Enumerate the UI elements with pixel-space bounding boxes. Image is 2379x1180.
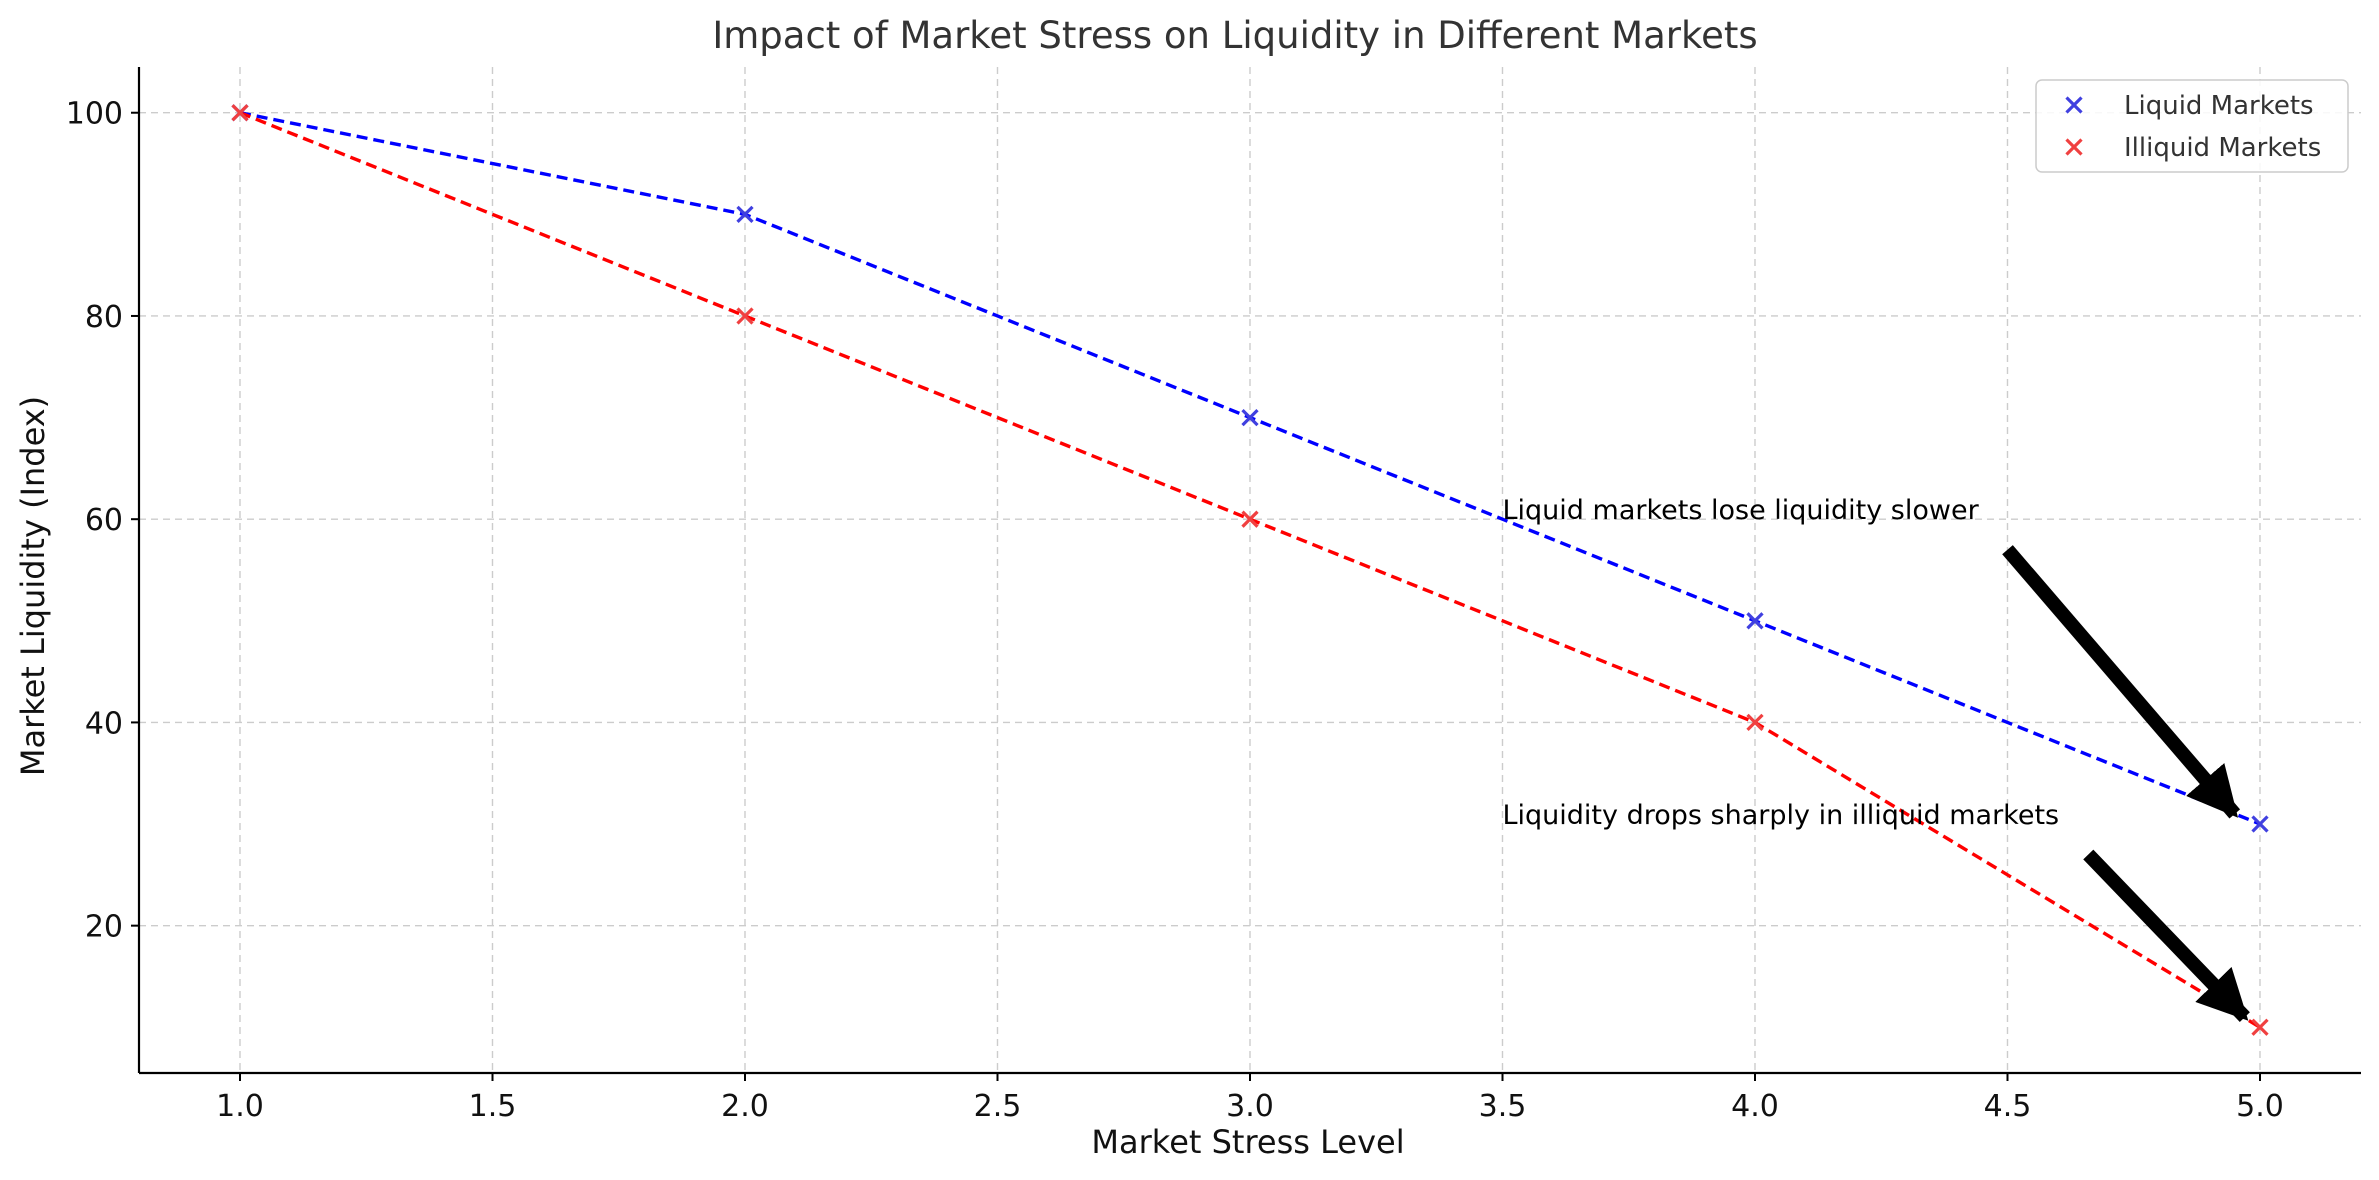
series-1-point-0: [231, 104, 249, 122]
y-tick-label-3: 80: [85, 300, 123, 335]
series-0-point-4: [2251, 815, 2269, 833]
x-tick-label-3: 2.5: [974, 1089, 1022, 1124]
x-tick-label-4: 3.0: [1226, 1089, 1274, 1124]
series-1-point-4: [2251, 1018, 2269, 1036]
x-axis-ticks: 1.0 1.5 2.0 2.5 3.0 3.5 4.0 4.5 5.0: [216, 1073, 2284, 1124]
y-axis-ticks: 20 40 60 80 100: [66, 97, 139, 945]
annotation-text-0: Liquid markets lose liquidity slower: [1503, 495, 1980, 526]
series-layer: [231, 104, 2269, 1036]
series-1-point-2: [1241, 510, 1259, 528]
annotation-text-1: Liquidity drops sharply in illiquid mark…: [1503, 800, 2060, 831]
series-1-point-3: [1746, 713, 1764, 732]
legend-label-1: Illiquid Markets: [2124, 133, 2321, 163]
legend-box: [2035, 79, 2349, 173]
legend-marker-0: [2065, 96, 2083, 114]
x-tick-label-6: 4.0: [1731, 1089, 1779, 1124]
y-tick-label-1: 40: [85, 706, 123, 741]
annotations: Liquid markets lose liquidity slower Liqu…: [1503, 495, 2250, 1022]
annotation-arrow-1: [2083, 849, 2250, 1022]
x-tick-label-5: 3.5: [1479, 1089, 1527, 1124]
x-tick-label-0: 1.0: [216, 1089, 264, 1124]
series-0-point-1: [736, 205, 754, 223]
legend-marker-1: [2065, 138, 2083, 156]
y-tick-label-0: 20: [85, 910, 123, 945]
x-tick-label-1: 1.5: [469, 1089, 517, 1124]
x-axis-label: Market Stress Level: [1091, 1123, 1404, 1161]
x-tick-label-7: 4.5: [1984, 1089, 2032, 1124]
y-tick-label-4: 100: [66, 97, 123, 132]
series-0-point-3: [1746, 612, 1764, 630]
legend-label-0: Liquid Markets: [2124, 91, 2314, 121]
annotation-arrow-0: [2002, 545, 2241, 819]
y-axis-label: Market Liquidity (Index): [14, 396, 52, 776]
series-1-point-1: [736, 307, 754, 325]
chart-title: Impact of Market Stress on Liquidity in …: [712, 14, 1757, 57]
y-tick-label-2: 60: [85, 503, 123, 538]
legend: Liquid Markets Illiquid Markets: [2035, 79, 2349, 173]
x-tick-label-8: 5.0: [2236, 1089, 2284, 1124]
series-0-point-2: [1241, 408, 1259, 427]
x-tick-label-2: 2.0: [721, 1089, 769, 1124]
